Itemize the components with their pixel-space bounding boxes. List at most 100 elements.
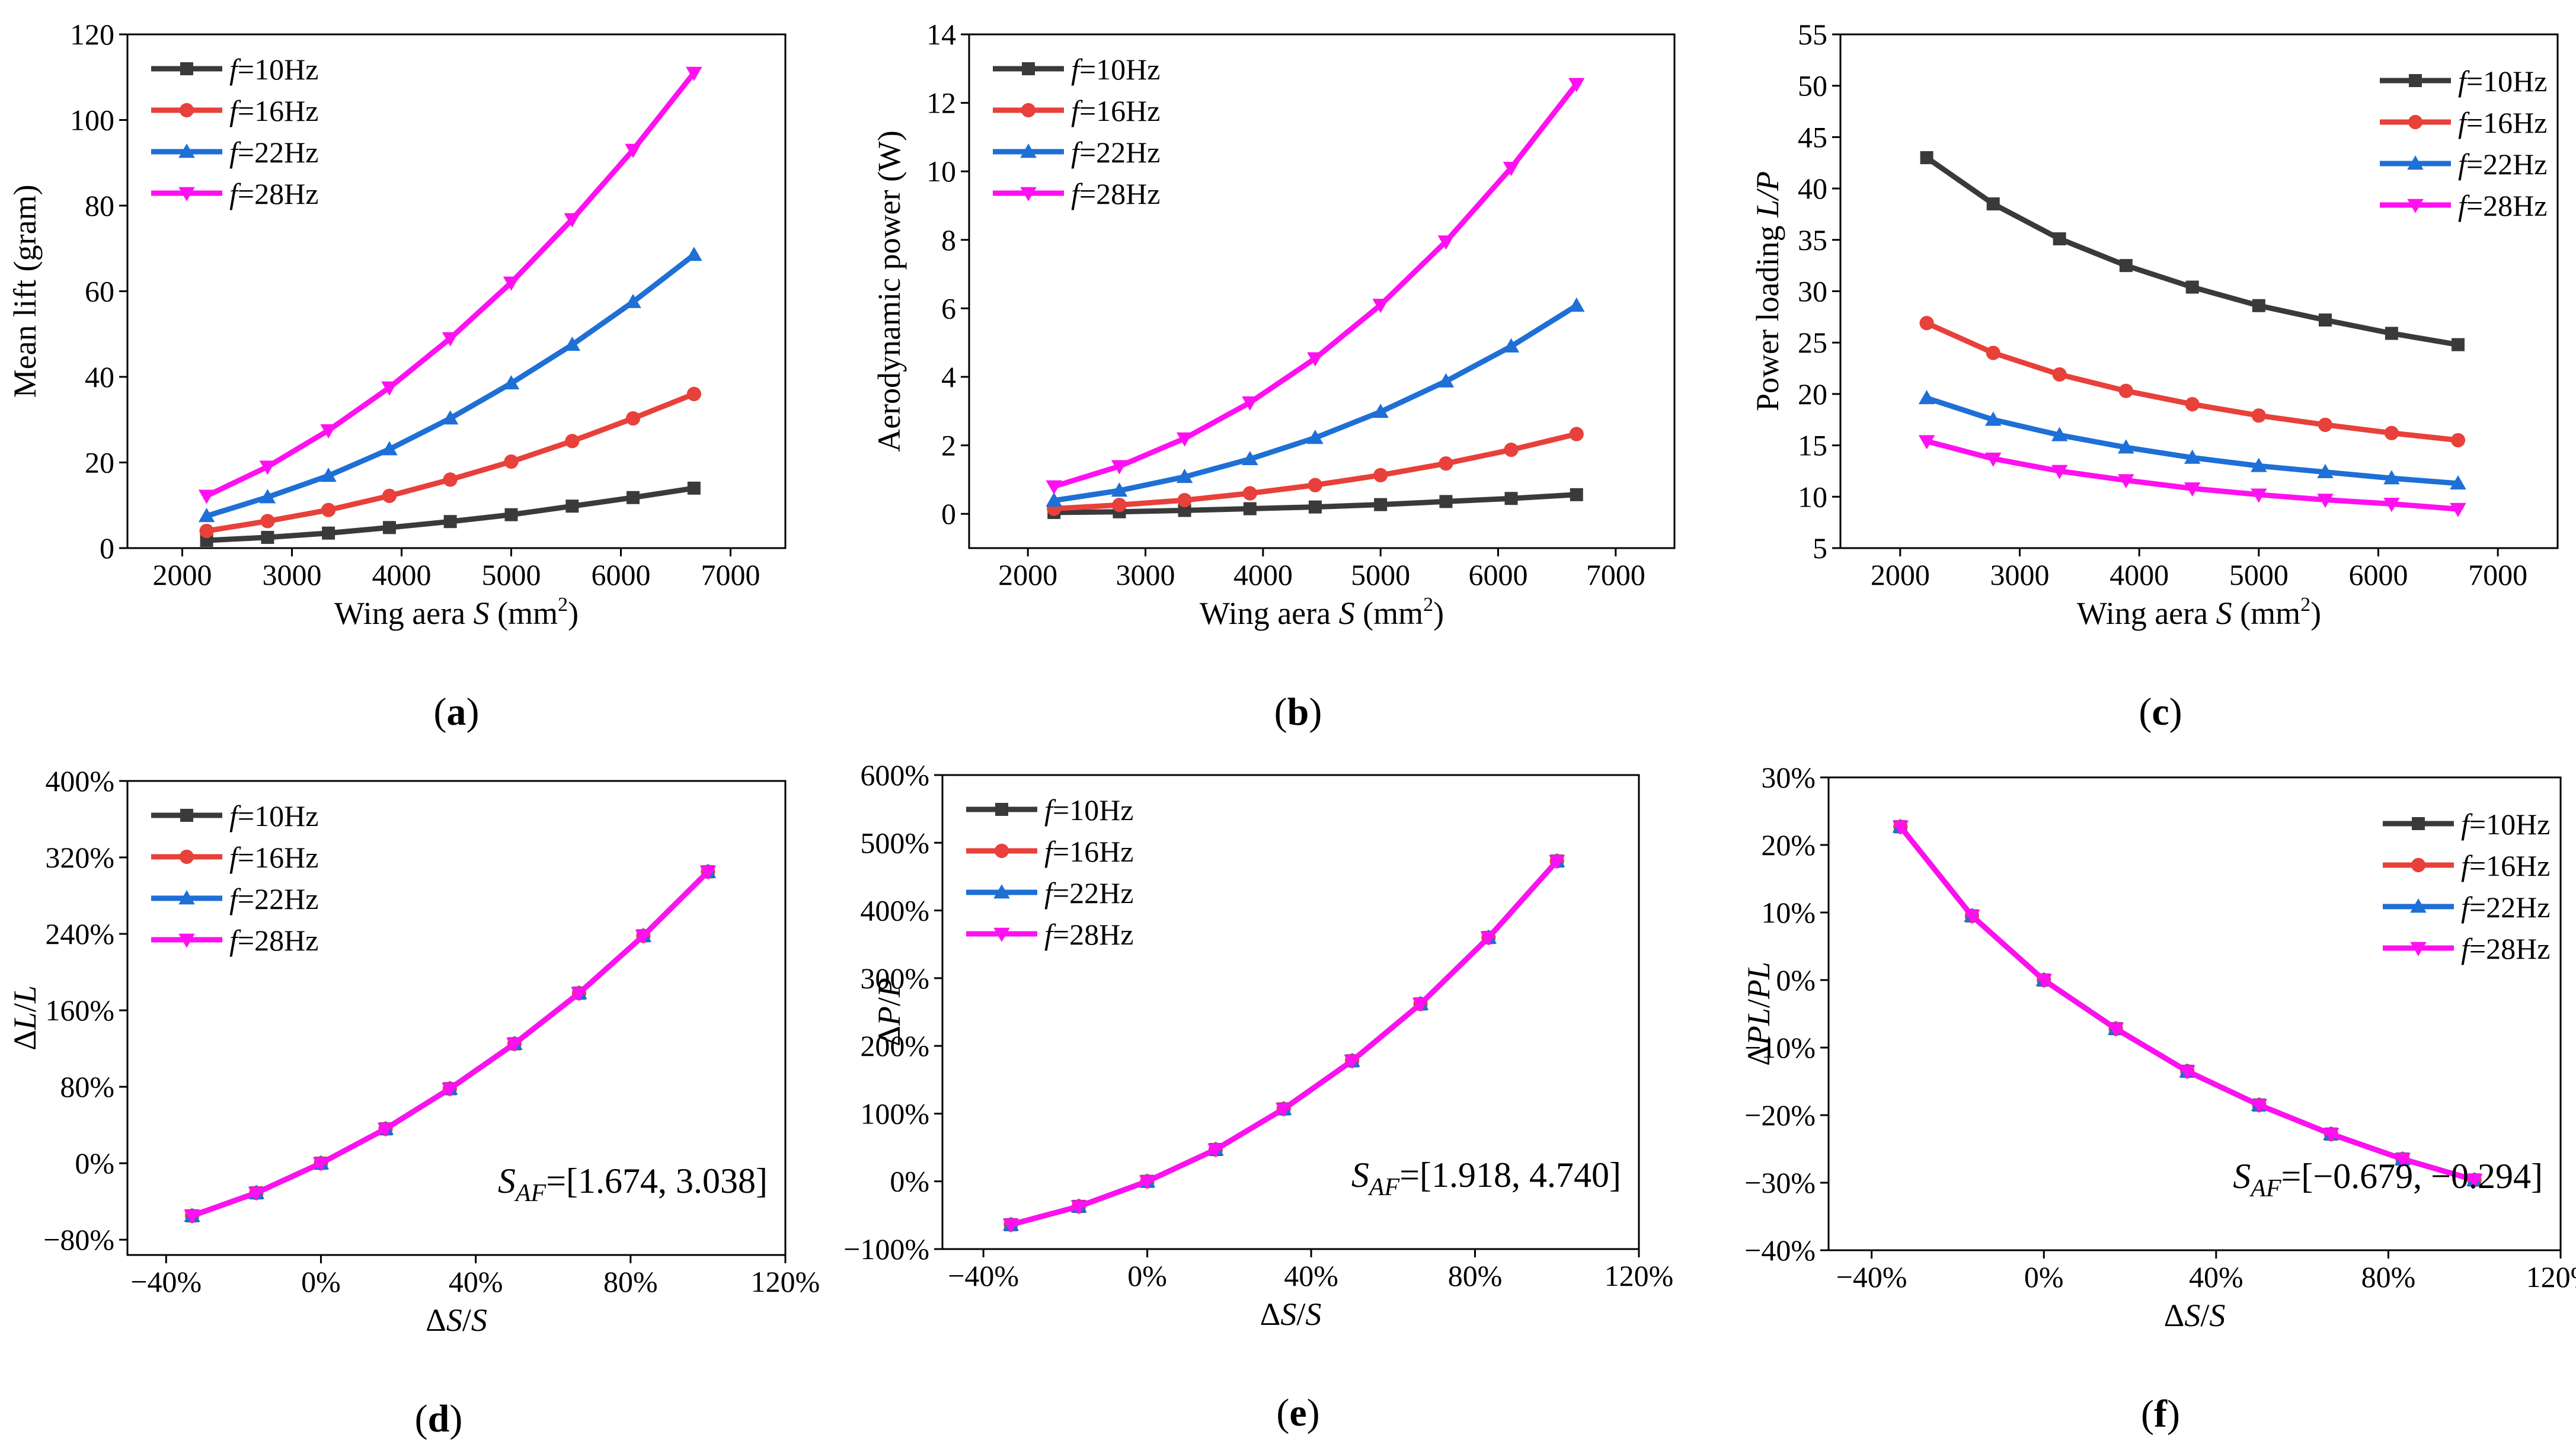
series-f=16Hz	[1047, 427, 1584, 516]
x-axis-label-part: S	[2184, 1298, 2200, 1333]
legend-marker	[995, 803, 1008, 816]
data-point	[625, 293, 641, 308]
y-axis-label-part: L	[7, 985, 43, 1004]
legend-marker	[2410, 898, 2427, 913]
data-point	[686, 66, 702, 81]
legend-label-part: =28Hz	[1053, 918, 1134, 951]
y-tick-label-part: 0%	[1776, 963, 1816, 997]
y-tick-label: −40%	[1744, 1234, 1816, 1267]
y-tick-label: 12	[926, 87, 956, 120]
series-f=22Hz	[1918, 390, 2466, 490]
y-tick-label: −10%	[1744, 1031, 1816, 1064]
data-point	[1111, 482, 1128, 497]
data-point	[1892, 820, 1909, 835]
y-tick-label: 240%	[45, 917, 114, 950]
x-axis-label: Wing aera S (mm2)	[334, 594, 579, 631]
y-tick-label-part: 320%	[45, 841, 114, 874]
x-tick-label-part: 0%	[1127, 1259, 1167, 1292]
data-point	[1374, 498, 1388, 511]
y-tick-label-part: 60	[85, 275, 114, 308]
x-axis-label: ΔS/S	[2164, 1298, 2226, 1333]
x-tick-label-part: 120%	[2526, 1260, 2576, 1293]
panel-label-part: )	[2167, 1392, 2180, 1436]
data-point	[1984, 452, 2002, 467]
data-point	[248, 1186, 265, 1201]
data-point	[2384, 425, 2399, 440]
data-point	[1046, 492, 1062, 507]
data-point	[198, 489, 215, 504]
legend-label: f=10Hz	[229, 799, 318, 833]
y-tick-label-part: 40	[1798, 172, 1827, 205]
y-tick-label-part: 200%	[860, 1029, 929, 1062]
y-tick-label-part: 80%	[60, 1070, 114, 1103]
y-tick-label: 4	[941, 360, 956, 393]
series-line	[1925, 155, 2459, 348]
data-point	[261, 530, 274, 544]
y-tick-label-part: −30%	[1744, 1166, 1816, 1199]
data-point	[2119, 259, 2133, 273]
x-tick-label-part: −40%	[948, 1259, 1019, 1292]
data-point	[1439, 456, 1453, 471]
panel-label-part: d	[428, 1397, 450, 1440]
y-axis-label: Power loading L/P	[1750, 171, 1785, 411]
x-tick-label: 3000	[1990, 558, 2050, 591]
series-line	[1898, 825, 2475, 1183]
panel-label-part: )	[2169, 690, 2182, 734]
legend-marker	[2411, 857, 2426, 873]
y-axis-label-part: Δ	[871, 1026, 907, 1046]
y-tick-label-part: 0	[100, 532, 114, 565]
x-tick-label: 0%	[2024, 1260, 2064, 1293]
legend-marker	[178, 143, 195, 158]
y-tick-label: −20%	[1744, 1099, 1816, 1132]
legend-label: f=10Hz	[2458, 65, 2547, 98]
data-point	[2184, 449, 2201, 464]
y-tick-label: 45	[1798, 120, 1827, 153]
legend-marker	[178, 187, 195, 201]
x-tick-label: −40%	[130, 1265, 202, 1298]
x-tick-label: −40%	[1836, 1260, 1907, 1293]
panel-label-part: )	[466, 690, 480, 734]
data-point	[2450, 502, 2466, 517]
legend-marker	[993, 927, 1010, 942]
y-axis-label-part: L/P	[1750, 171, 1785, 218]
y-tick-label-part: 15	[1798, 429, 1827, 462]
y-tick-label: 0%	[75, 1147, 114, 1180]
legend-label-part: =22Hz	[2466, 148, 2548, 181]
y-axis-label-part: P	[871, 978, 907, 998]
series-f=22Hz	[198, 246, 702, 523]
data-point	[312, 1157, 330, 1171]
data-point	[2318, 417, 2333, 433]
x-tick-label: 3000	[1116, 558, 1175, 591]
legend-marker	[1021, 103, 1036, 118]
x-tick-label-part: 80%	[603, 1265, 658, 1298]
chart-f: −40% 0% 40% 80% 120% −40% −30% −20% −10% 0% 10% 20%…	[1741, 761, 2576, 1333]
y-tick-label: 60	[85, 275, 114, 308]
legend-marker	[2412, 817, 2425, 830]
data-point	[184, 1209, 200, 1224]
data-point	[627, 491, 640, 504]
data-point	[1986, 345, 2000, 360]
y-tick-label: 55	[1798, 18, 1827, 51]
data-point	[1568, 78, 1585, 92]
y-axis-label-part: Δ	[7, 1030, 43, 1051]
legend-label-part: =28Hz	[238, 924, 319, 957]
panel-label-part: )	[1307, 1391, 1320, 1435]
legend-label-part: =10Hz	[238, 53, 319, 86]
series-f=22Hz	[1892, 818, 2483, 1186]
legend: f=10Hz f=16Hz f=22Hz f=28Hz	[151, 53, 318, 210]
data-point	[259, 489, 276, 504]
legend-label: f=28Hz	[1044, 918, 1133, 951]
legend-label: f=16Hz	[2461, 849, 2550, 882]
x-tick-label-part: 7000	[1586, 558, 1645, 591]
annotation-saf-part: =[1.674, 3.038]	[546, 1161, 768, 1200]
series-line	[1053, 303, 1578, 504]
y-tick-label: 0%	[890, 1165, 929, 1198]
legend-label-part: =22Hz	[238, 882, 319, 915]
data-point	[1437, 235, 1455, 250]
legend-marker	[2407, 155, 2424, 170]
x-tick-label: 2000	[153, 558, 212, 591]
legend-marker	[1022, 62, 1035, 75]
x-axis-label: ΔS/S	[1260, 1296, 1322, 1332]
plot-frame	[126, 33, 787, 549]
data-point	[1176, 432, 1193, 447]
